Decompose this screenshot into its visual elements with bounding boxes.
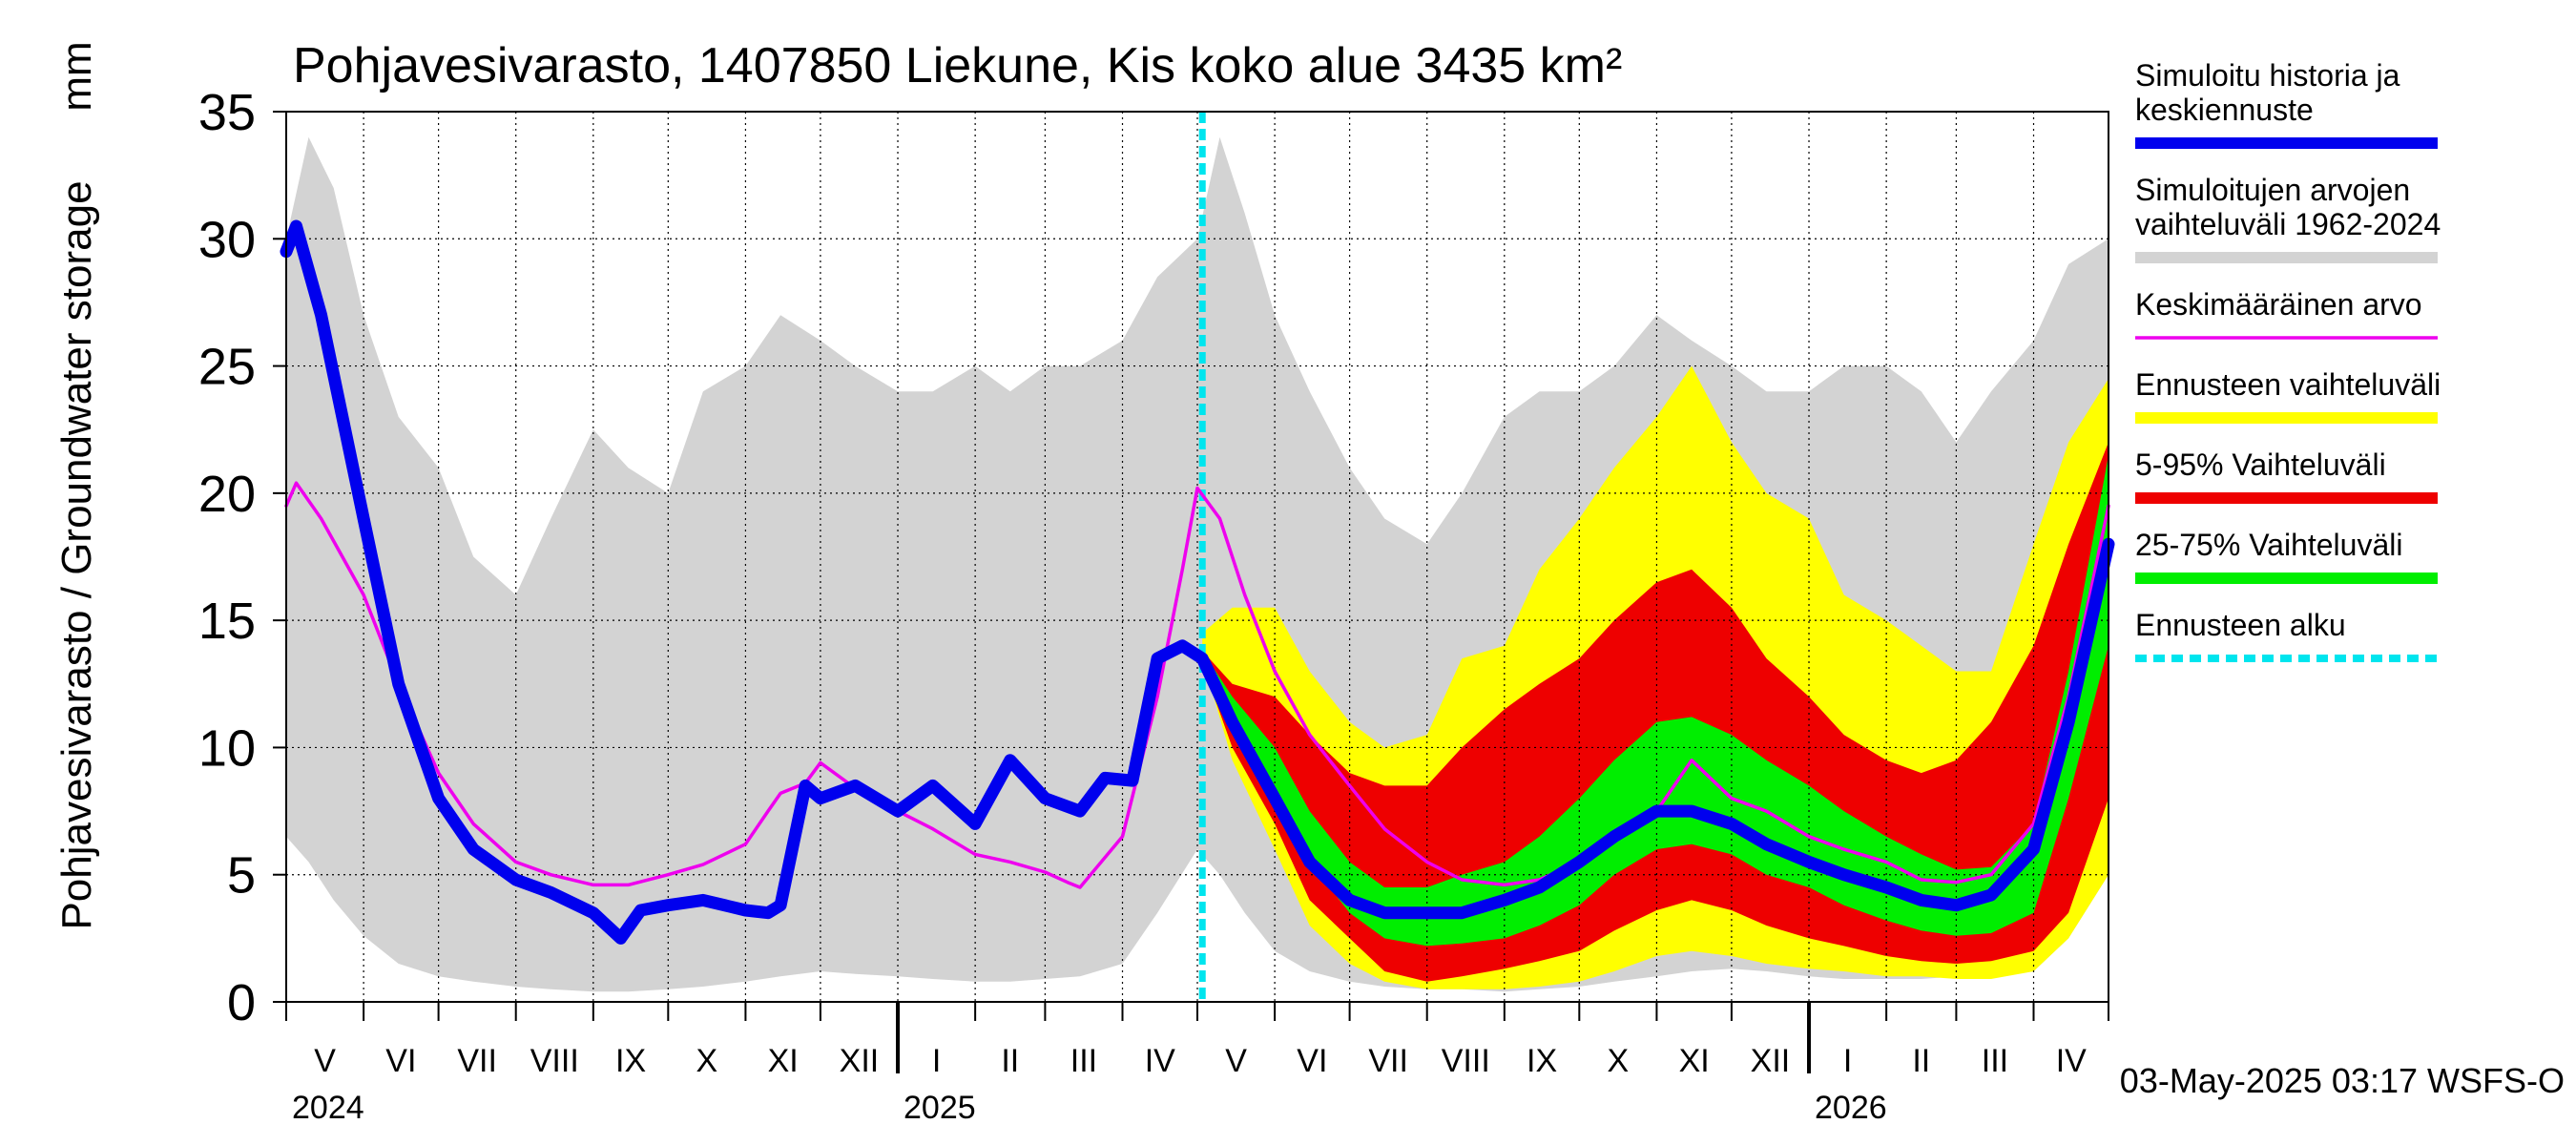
- month-label: III: [1070, 1043, 1097, 1079]
- legend-label: Simuloitu historia ja: [2135, 58, 2400, 93]
- month-label: I: [932, 1043, 941, 1079]
- month-label: V: [1225, 1043, 1247, 1079]
- month-label: III: [1982, 1043, 2008, 1079]
- y-tick-label: 5: [227, 847, 256, 905]
- month-label: IV: [1145, 1043, 1175, 1079]
- month-label: VII: [1368, 1043, 1408, 1079]
- grid-lines: [286, 112, 2109, 1002]
- month-label: V: [314, 1043, 336, 1079]
- month-label: II: [1001, 1043, 1019, 1079]
- y-tick-label: 10: [198, 719, 256, 777]
- month-label: I: [1843, 1043, 1852, 1079]
- month-label: IV: [2056, 1043, 2087, 1079]
- month-label: VI: [1297, 1043, 1327, 1079]
- legend-label: 5-95% Vaihteluväli: [2135, 448, 2386, 482]
- y-tick-label: 25: [198, 339, 256, 396]
- footer-timestamp: 03-May-2025 03:17 WSFS-O: [2120, 1061, 2565, 1100]
- month-label: X: [696, 1043, 718, 1079]
- y-axis-unit: mm: [53, 41, 100, 111]
- year-label: 2026: [1815, 1090, 1887, 1126]
- month-label: XII: [1751, 1043, 1791, 1079]
- month-label: VII: [457, 1043, 497, 1079]
- month-label: IX: [1527, 1043, 1557, 1079]
- month-label: XI: [1679, 1043, 1710, 1079]
- legend-label: Simuloitujen arvojen: [2135, 173, 2410, 207]
- x-axis: V VI VII VIII IX X XI XII I II III IV V VI VII VIII IX X X…: [285, 1002, 2109, 1126]
- chart-title: Pohjavesivarasto, 1407850 Liekune, Kis k…: [293, 38, 1622, 94]
- y-tick-label: 30: [198, 211, 256, 268]
- month-label: VI: [385, 1043, 416, 1079]
- month-label: X: [1608, 1043, 1630, 1079]
- y-axis-label: Pohjavesivarasto / Groundwater storage: [53, 180, 100, 929]
- legend-label: 25-75% Vaihteluväli: [2135, 528, 2402, 562]
- legend-label: vaihteluväli 1962-2024: [2135, 207, 2441, 241]
- y-tick-label: 0: [227, 974, 256, 1031]
- legend-label: Keskimääräinen arvo: [2135, 287, 2422, 322]
- month-label: XII: [840, 1043, 880, 1079]
- month-label: IX: [615, 1043, 646, 1079]
- month-label: VIII: [530, 1043, 579, 1079]
- month-label: XI: [768, 1043, 799, 1079]
- legend-label: Ennusteen vaihteluväli: [2135, 367, 2441, 402]
- year-label: 2024: [292, 1090, 364, 1126]
- year-label: 2025: [904, 1090, 976, 1126]
- legend-label: Ennusteen alku: [2135, 608, 2346, 642]
- legend-label: keskiennuste: [2135, 93, 2314, 127]
- line-keskim-r-inen-arvo: [284, 481, 2110, 889]
- month-label: VIII: [1442, 1043, 1490, 1079]
- series-lines: [280, 219, 2115, 945]
- y-axis-ticks: 0 5 10 15 20 25 30 35: [198, 84, 286, 1031]
- month-label: II: [1912, 1043, 1930, 1079]
- y-tick-label: 20: [198, 466, 256, 523]
- line-simuloitu-historia-ja-keskiennuste: [280, 219, 2115, 945]
- y-tick-label: 35: [198, 84, 256, 141]
- y-tick-label: 15: [198, 593, 256, 650]
- band-25-75-vaihteluv-li: [1202, 454, 2109, 947]
